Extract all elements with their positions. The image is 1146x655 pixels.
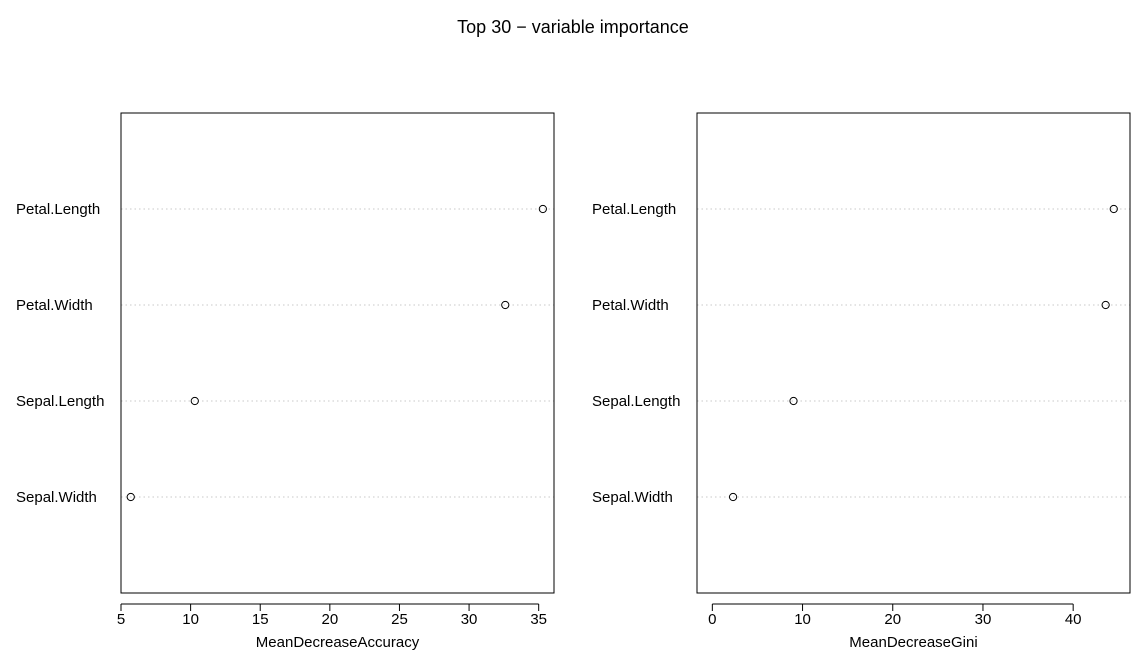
chart-title: Top 30 − variable importance [457,17,689,37]
category-label: Petal.Length [592,201,676,218]
panel-mean-decrease-gini: Petal.Length Petal.Width Sepal.Length Sepal… [592,112,1131,651]
x-axis-label: MeanDecreaseAccuracy [256,634,420,651]
data-point [538,204,547,214]
x-tick-label: 0 [708,611,716,628]
category-label: Sepal.Length [592,393,680,410]
data-point [190,396,199,406]
x-tick-label: 20 [321,611,338,628]
x-tick-label: 10 [794,611,811,628]
category-label: Sepal.Width [592,489,673,506]
category-label: Sepal.Width [16,489,97,506]
plot-frame [120,112,555,594]
x-tick-label: 30 [461,611,478,628]
x-axis-label: MeanDecreaseGini [849,634,977,651]
panel-mean-decrease-accuracy: Petal.Length Petal.Width Sepal.Length Sepal… [16,112,555,651]
data-point [789,396,798,406]
category-label: Sepal.Length [16,393,104,410]
x-tick-label: 5 [117,611,125,628]
x-tick-label: 20 [884,611,901,628]
x-tick-label: 25 [391,611,408,628]
x-tick-label: 30 [975,611,992,628]
x-tick-label: 10 [182,611,199,628]
category-label: Petal.Length [16,201,100,218]
plot-frame [696,112,1131,594]
category-label: Petal.Width [592,297,669,314]
data-point [1109,204,1118,214]
data-point [1101,300,1110,310]
data-point [126,492,135,502]
category-label: Petal.Width [16,297,93,314]
data-point [728,492,738,502]
x-tick-label: 40 [1065,611,1082,628]
x-tick-label: 15 [252,611,269,628]
data-point [501,300,510,310]
x-tick-label: 35 [530,611,547,628]
